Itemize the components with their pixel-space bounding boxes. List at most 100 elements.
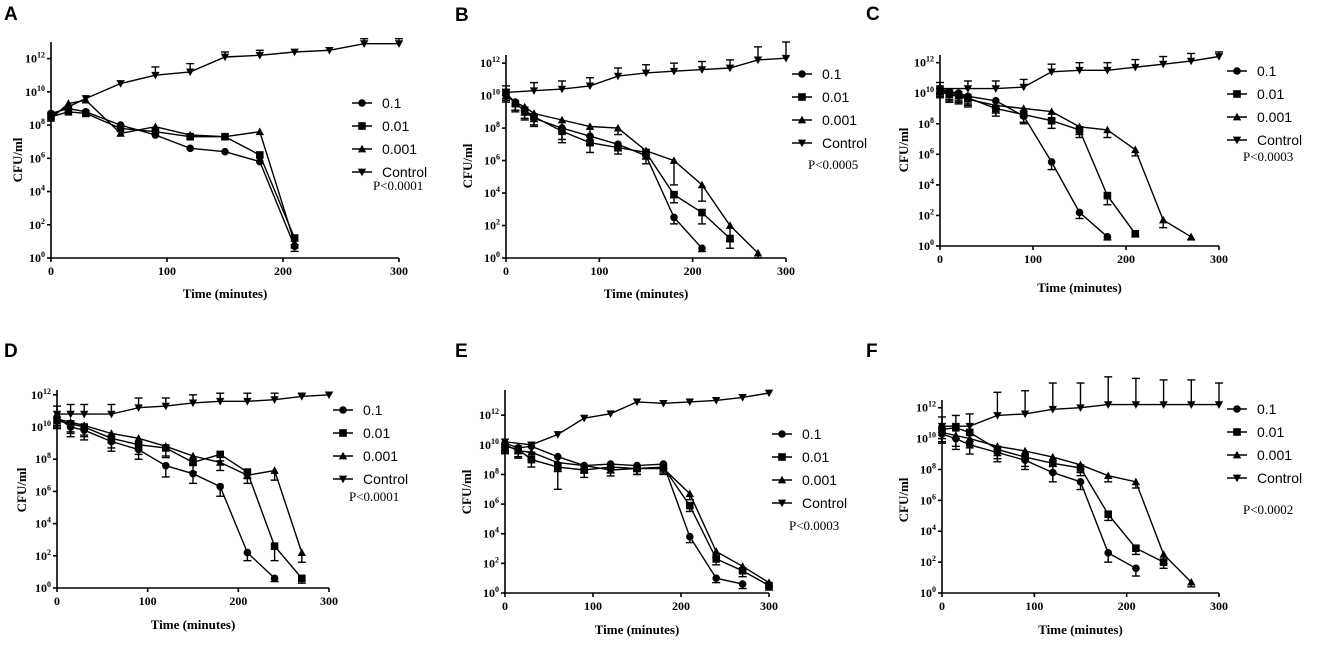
x-tick-label: 300: [760, 599, 778, 613]
y-tick-label: 106: [29, 150, 45, 165]
data-point: [1076, 478, 1085, 486]
data-point: [188, 451, 198, 460]
data-point: [1233, 90, 1241, 98]
x-axis-label: Time (minutes): [1037, 280, 1122, 295]
data-point: [1076, 404, 1085, 412]
data-point: [514, 446, 523, 455]
data-point: [1131, 63, 1140, 72]
data-point: [339, 406, 347, 414]
y-axis-label: CFU/ml: [14, 467, 29, 512]
x-axis-label: Time (minutes): [1038, 622, 1123, 637]
y-tick-label: 106: [483, 496, 499, 511]
x-tick-label: 100: [139, 594, 157, 608]
data-point: [161, 402, 170, 411]
data-point: [1232, 136, 1242, 145]
data-point: [1233, 67, 1241, 75]
data-point: [606, 465, 615, 474]
x-tick-label: 0: [939, 599, 945, 613]
data-point: [777, 499, 787, 508]
x-tick-label: 300: [1210, 599, 1228, 613]
series-line: [56, 419, 303, 579]
data-point: [697, 180, 707, 189]
series-control: [937, 376, 1224, 431]
data-point: [738, 562, 747, 570]
x-tick-label: 300: [320, 594, 338, 608]
y-tick-label: 100: [35, 580, 51, 595]
data-point: [527, 441, 536, 450]
data-point: [632, 464, 642, 472]
data-point: [1131, 229, 1140, 238]
data-point: [1048, 405, 1057, 414]
data-point: [290, 238, 299, 247]
y-tick-label: 104: [35, 516, 51, 531]
data-point: [216, 397, 225, 406]
data-point: [162, 461, 170, 470]
data-point: [220, 53, 230, 62]
series-0-001: [935, 87, 1196, 241]
legend-item: 0.001: [792, 112, 857, 128]
legend-item: Control: [792, 135, 867, 151]
y-tick-label: 1012: [916, 400, 936, 415]
x-tick-label: 300: [1210, 252, 1228, 266]
data-point: [1104, 510, 1112, 519]
data-point: [1131, 145, 1140, 154]
p-value-annotation: P<0.0002: [1243, 502, 1293, 517]
data-point: [580, 461, 589, 469]
data-point: [116, 129, 125, 137]
p-value-annotation: P<0.0003: [1243, 149, 1293, 164]
legend-item: 0.001: [333, 448, 398, 464]
y-tick-label: 108: [484, 120, 500, 135]
data-point: [963, 95, 973, 103]
data-point: [1187, 401, 1196, 409]
legend-label: 0.1: [1257, 63, 1277, 79]
data-point: [697, 66, 707, 74]
data-point: [685, 489, 694, 498]
data-point: [188, 399, 198, 408]
data-point: [670, 190, 678, 199]
legend-item: 0.001: [1227, 447, 1292, 463]
legend-label: 0.01: [363, 425, 390, 441]
data-point: [290, 48, 299, 57]
y-tick-label: 100: [920, 585, 936, 600]
p-value-annotation: P<0.0003: [789, 518, 839, 533]
data-point: [1104, 471, 1113, 480]
data-point: [937, 428, 947, 436]
data-point: [1159, 401, 1168, 409]
data-point: [586, 138, 594, 147]
data-point: [243, 397, 252, 406]
data-point: [151, 122, 160, 131]
legend-label: 0.1: [802, 426, 822, 442]
x-tick-label: 0: [502, 599, 508, 613]
legend-item: 0.1: [352, 95, 402, 111]
y-tick-label: 1012: [479, 407, 499, 422]
x-tick-label: 200: [684, 264, 702, 278]
legend-item: 0.1: [333, 402, 383, 418]
data-point: [945, 90, 954, 99]
y-tick-label: 104: [920, 523, 936, 538]
y-axis-label: CFU/ml: [896, 477, 911, 522]
legend-item: 0.01: [333, 425, 390, 441]
data-point: [360, 40, 369, 48]
data-point: [357, 168, 367, 177]
data-point: [394, 40, 404, 48]
data-point: [186, 144, 194, 153]
y-tick-label: 102: [29, 217, 45, 232]
series-control: [501, 41, 791, 97]
data-point: [221, 147, 229, 156]
p-value-annotation: P<0.0005: [808, 157, 858, 172]
data-point: [134, 434, 143, 442]
series-0-01: [47, 107, 299, 246]
panel-letter: B: [455, 5, 469, 26]
data-point: [1048, 452, 1057, 461]
series-0-01: [502, 88, 734, 249]
data-point: [64, 107, 73, 116]
data-point: [1232, 474, 1242, 483]
data-point: [797, 139, 807, 148]
data-point: [1214, 53, 1224, 61]
data-point: [66, 410, 75, 419]
data-point: [243, 548, 252, 557]
data-point: [1186, 232, 1196, 241]
series-0-01: [936, 86, 1140, 238]
legend-label: 0.1: [363, 402, 383, 418]
